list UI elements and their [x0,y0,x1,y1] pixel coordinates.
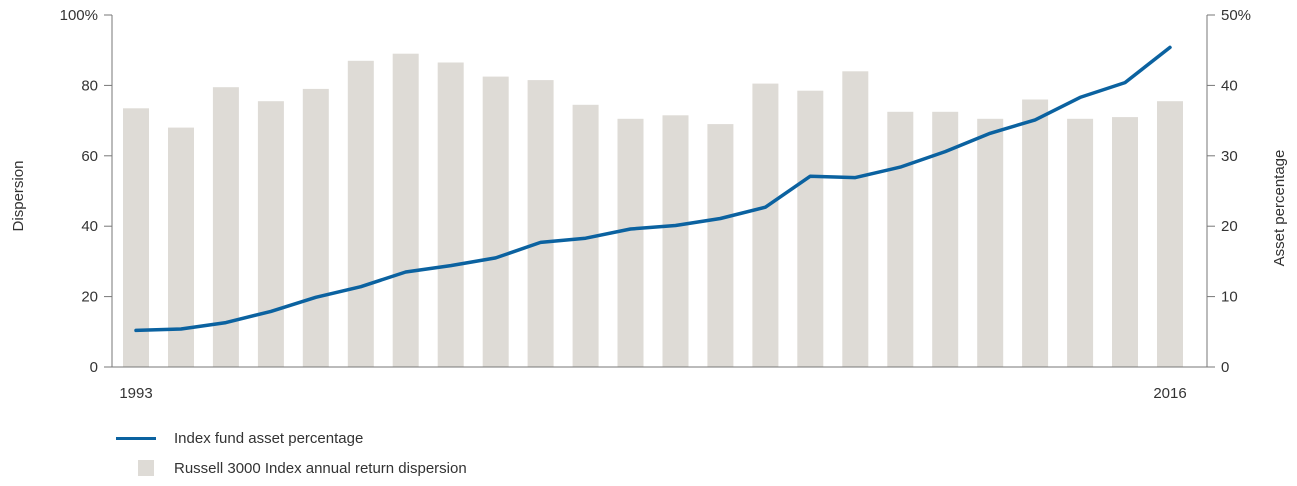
left-axis-title: Dispersion [10,161,27,232]
bar-2000 [437,62,464,367]
legend-item-bar: Russell 3000 Index annual return dispers… [116,456,467,480]
legend: Index fund asset percentage Russell 3000… [116,426,467,486]
bar-1994 [168,127,194,367]
bar-2007 [752,83,779,367]
left-tick-label: 60 [81,148,98,165]
bar-2010 [887,111,914,367]
legend-bar-swatch [138,460,154,476]
right-tick-label: 30 [1221,148,1238,165]
dual-axis-chart: 0 20 40 60 80 100% 0 10 20 30 40 50% 1993 2016 Dis… [10,7,1288,402]
bar-2005 [662,115,689,367]
bar-2012 [977,118,1004,367]
bar-2001 [482,76,509,367]
x-tick-label-start: 1993 [119,385,152,402]
bar-2002 [527,80,554,367]
index-fund-line [134,45,1172,333]
bar-2004 [617,118,644,367]
left-tick-label: 20 [81,289,98,306]
bar-2015 [1112,117,1138,367]
left-tick-label: 40 [81,218,98,235]
legend-bar-label: Russell 3000 Index annual return dispers… [174,459,467,477]
bar-1998 [347,60,374,368]
legend-line-swatch [116,436,156,440]
bar-2014 [1067,118,1094,367]
bar-1993 [123,108,149,368]
bar-1997 [302,88,329,368]
bar-2009 [842,71,869,368]
left-y-ticks: 0 20 40 60 80 100% [60,7,112,376]
right-tick-label: 50% [1221,7,1251,24]
legend-line-label: Index fund asset percentage [174,429,364,447]
bar-2008 [797,90,824,367]
bar-1996 [257,101,284,367]
bar-series [123,53,1183,368]
left-tick-label: 80 [81,77,98,94]
bar-2016 [1157,101,1183,367]
left-tick-label: 0 [90,359,98,376]
bar-2013 [1022,99,1049,367]
right-tick-label: 20 [1221,218,1238,235]
right-y-ticks: 0 10 20 30 40 50% [1207,7,1251,376]
legend-item-line: Index fund asset percentage [116,426,467,450]
left-tick-label: 100% [60,7,98,24]
bar-2006 [707,124,734,367]
right-tick-label: 40 [1221,77,1238,94]
right-tick-label: 0 [1221,359,1229,376]
right-tick-label: 10 [1221,289,1238,306]
bar-1999 [392,53,419,367]
right-axis-title: Asset percentage [1271,150,1288,267]
x-tick-label-end: 2016 [1153,385,1186,402]
